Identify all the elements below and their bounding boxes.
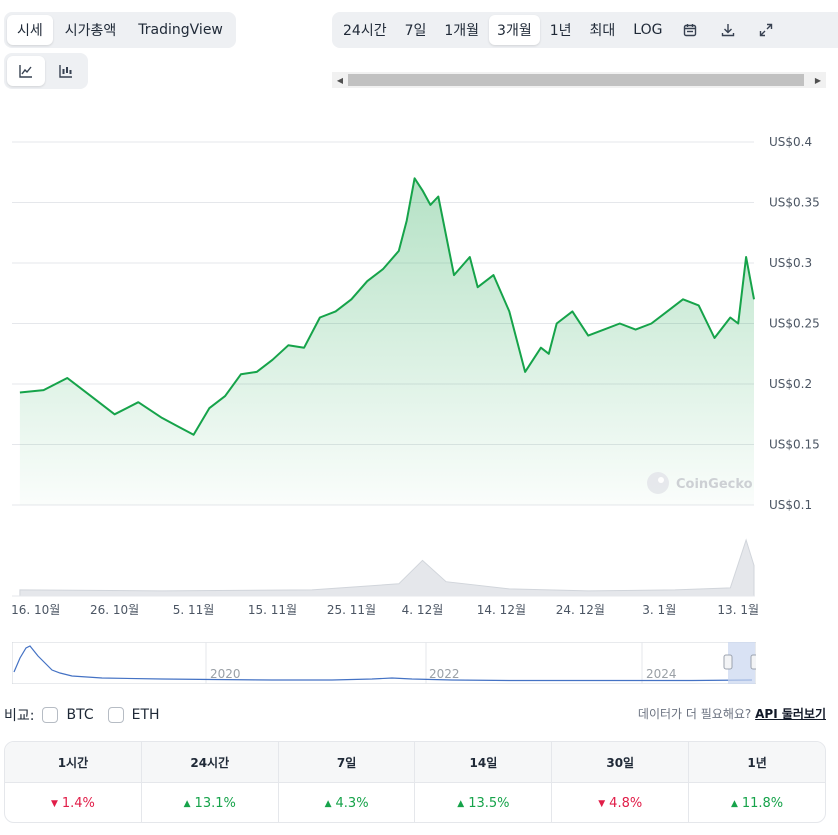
header-1h: 1시간 (5, 742, 142, 782)
range-3m[interactable]: 3개월 (489, 15, 540, 45)
compare-eth-label[interactable]: ETH (131, 707, 160, 723)
calendar-icon (684, 24, 697, 37)
range-1m[interactable]: 1개월 (444, 23, 480, 39)
triangle-down-icon: ▼ (598, 798, 606, 809)
api-promo: 데이터가 더 필요해요? API 둘러보기 (638, 705, 826, 722)
calendar-button[interactable] (672, 15, 708, 45)
expand-icon (760, 23, 773, 37)
coingecko-watermark: CoinGecko (647, 472, 753, 494)
api-promo-text: 데이터가 더 필요해요? (637, 707, 756, 721)
price-change-cell: ▲ 13.1% (142, 783, 279, 822)
navigator-handle-left[interactable] (723, 654, 733, 670)
tab-market-cap[interactable]: 시가총액 (64, 23, 117, 39)
chart-type-tabs (4, 53, 88, 89)
scroll-right-arrow-icon[interactable]: ▶ (814, 75, 822, 85)
x-tick-label: 26. 10월 (90, 603, 139, 617)
watermark-text: CoinGecko (676, 477, 753, 492)
range-tabs: 24시간 7일 1개월 3개월 1년 최대 LOG (332, 12, 838, 48)
x-tick-label: 15. 11월 (248, 603, 297, 617)
price-change-value: 11.8% (741, 796, 784, 811)
x-tick-label: 24. 12월 (556, 603, 605, 617)
metric-tabs: 시세 시가총액 TradingView (4, 12, 236, 48)
price-change-value: 13.5% (468, 796, 510, 811)
range-1y[interactable]: 1년 (549, 23, 572, 39)
compare-eth-checkbox[interactable] (107, 707, 124, 723)
price-change-value: 4.8% (609, 796, 643, 811)
navigator-line (13, 645, 753, 682)
navigator-handle-right[interactable] (750, 654, 756, 670)
price-change-header-row: 1시간 24시간 7일 14일 30일 1년 (5, 742, 825, 783)
price-line (19, 177, 755, 436)
y-tick-label: US$0.4 (769, 135, 812, 149)
range-tabs-scrollbar[interactable]: ◀ ▶ (332, 72, 826, 88)
line-chart-button[interactable] (7, 56, 45, 86)
price-change-cell: ▲ 13.5% (415, 783, 553, 822)
expand-button[interactable] (748, 15, 784, 45)
y-tick-label: US$0.15 (769, 438, 820, 452)
x-tick-label: 16. 10월 (11, 603, 60, 617)
range-7d[interactable]: 7일 (404, 23, 427, 39)
price-change-value: 13.1% (194, 796, 236, 811)
price-area-fill (19, 178, 754, 506)
price-change-value: 1.4% (61, 796, 95, 811)
header-14d: 14일 (415, 742, 553, 782)
compare-btc-label[interactable]: BTC (66, 707, 94, 723)
y-tick-label: US$0.3 (769, 256, 812, 270)
download-icon (722, 24, 735, 37)
volume-fill (19, 538, 755, 597)
compare-label: 비교: (4, 708, 35, 724)
y-tick-label: US$0.1 (769, 498, 812, 512)
y-tick-label: US$0.25 (769, 317, 820, 331)
candlestick-chart-button[interactable] (47, 56, 85, 86)
price-change-cell: ▲ 4.3% (279, 783, 416, 822)
x-tick-label: 3. 1월 (642, 603, 676, 617)
volume-area (19, 538, 755, 597)
x-axis: 16. 10월 26. 10월 5. 11월 15. 11월 25. 11월 4. 12월… (11, 595, 759, 617)
y-tick-label: US$0.35 (769, 196, 820, 210)
compare-btc-checkbox[interactable] (42, 707, 59, 723)
navigator-year-2024: 2024 (646, 667, 677, 681)
navigator-year-2022: 2022 (429, 667, 460, 681)
x-tick-label: 5. 11월 (173, 603, 215, 617)
triangle-up-icon: ▲ (183, 798, 191, 809)
header-7d: 7일 (279, 742, 416, 782)
price-change-table: 1시간 24시간 7일 14일 30일 1년 ▼ 1.4% ▲ 13.1% ▲ 4.3% ▲… (4, 741, 826, 823)
candlestick-chart-icon (59, 65, 72, 78)
compare-row: 비교: BTC ETH (4, 704, 160, 726)
range-log[interactable]: LOG (633, 22, 663, 38)
range-navigator[interactable]: 2020 2022 2024 (12, 642, 756, 684)
x-tick-label: 25. 11월 (327, 603, 376, 617)
line-chart-icon (19, 65, 32, 78)
triangle-up-icon: ▲ (730, 798, 738, 809)
header-24h: 24시간 (142, 742, 279, 782)
price-change-cell: ▼ 1.4% (5, 783, 142, 822)
price-change-cell: ▼ 4.8% (552, 783, 690, 822)
y-axis: US$0.4 US$0.35 US$0.3 US$0.25 US$0.2 US$0.15 U… (769, 135, 820, 512)
triangle-up-icon: ▲ (324, 798, 332, 809)
price-chart[interactable]: US$0.4 US$0.35 US$0.3 US$0.25 US$0.2 US$0.15 U… (0, 110, 838, 625)
download-button[interactable] (710, 15, 746, 45)
scrollbar-thumb[interactable] (348, 74, 804, 86)
range-24h[interactable]: 24시간 (343, 23, 387, 39)
price-change-value-row: ▼ 1.4% ▲ 13.1% ▲ 4.3% ▲ 13.5% ▼ 4.8% ▲ 11.8% (5, 783, 825, 822)
triangle-up-icon: ▲ (457, 798, 465, 809)
triangle-down-icon: ▼ (50, 798, 58, 809)
header-1y: 1년 (747, 755, 767, 770)
x-tick-label: 4. 12월 (402, 603, 444, 617)
price-area (19, 177, 755, 506)
api-link[interactable]: API 둘러보기 (755, 707, 826, 721)
x-tick-label: 13. 1월 (717, 603, 759, 617)
tab-price[interactable]: 시세 (7, 15, 53, 45)
header-30d: 30일 (552, 742, 690, 782)
price-change-cell: ▲ 11.8% (689, 783, 825, 822)
range-max[interactable]: 최대 (589, 23, 616, 39)
price-change-value: 4.3% (335, 796, 369, 811)
scroll-left-arrow-icon[interactable]: ◀ (336, 75, 344, 85)
x-tick-label: 14. 12월 (477, 603, 526, 617)
navigator-year-2020: 2020 (210, 667, 241, 681)
y-tick-label: US$0.2 (769, 377, 812, 391)
tab-tradingview[interactable]: TradingView (138, 22, 223, 38)
